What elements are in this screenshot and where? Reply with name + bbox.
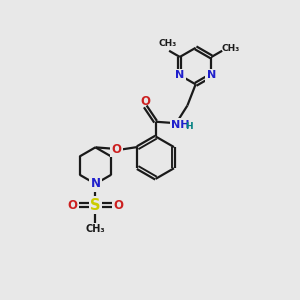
Text: CH₃: CH₃: [158, 39, 177, 48]
Text: N: N: [175, 70, 184, 80]
Text: H: H: [185, 122, 192, 131]
Text: NH: NH: [171, 120, 190, 130]
Text: S: S: [90, 198, 101, 213]
Text: O: O: [113, 199, 123, 212]
Text: O: O: [140, 94, 150, 108]
Text: O: O: [112, 143, 122, 156]
Text: N: N: [90, 177, 100, 190]
Text: CH₃: CH₃: [85, 224, 105, 234]
Text: O: O: [68, 199, 78, 212]
Text: CH₃: CH₃: [221, 44, 239, 53]
Text: N: N: [207, 70, 216, 80]
